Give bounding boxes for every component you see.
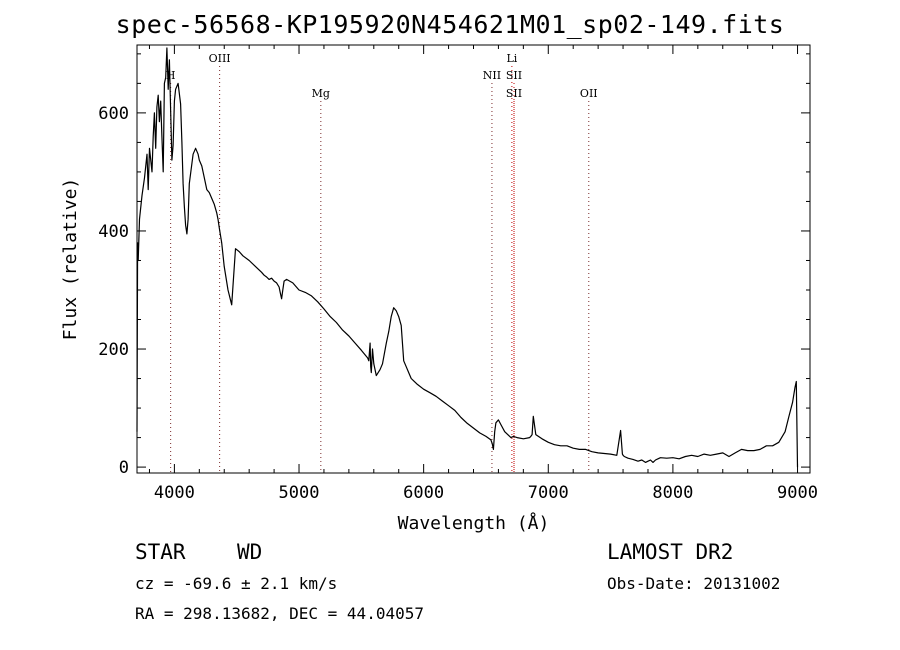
y-tick-label: 600	[98, 104, 129, 124]
observation-date: Obs-Date: 20131002	[607, 574, 781, 593]
x-tick-label: 6000	[403, 483, 444, 503]
y-tick-label: 0	[119, 458, 129, 478]
spectral-line-label: H	[166, 69, 176, 82]
spectral-line-label: OII	[580, 87, 598, 100]
x-tick-label: 9000	[777, 483, 818, 503]
spectral-line-label: Mg	[312, 87, 330, 100]
spectral-line-label: Li	[506, 52, 517, 65]
object-subclass: WD	[237, 540, 263, 564]
y-tick-label: 400	[98, 222, 129, 242]
spectral-line-label: OIII	[209, 52, 231, 65]
survey-name: LAMOST DR2	[607, 540, 734, 564]
y-axis-label: Flux (relative)	[60, 178, 81, 341]
object-class: STAR	[135, 540, 186, 564]
x-tick-label: 4000	[154, 483, 195, 503]
spectral-line-label: SII	[506, 87, 522, 100]
spectral-line-label: SII	[506, 69, 522, 82]
x-axis-label: Wavelength (Å)	[398, 512, 550, 534]
x-tick-label: 7000	[528, 483, 569, 503]
x-tick-label: 8000	[652, 483, 693, 503]
plot-frame	[136, 44, 811, 474]
redshift-text: cz = -69.6 ± 2.1 km/s	[135, 574, 338, 593]
x-tick-label: 5000	[279, 483, 320, 503]
y-tick-label: 200	[98, 340, 129, 360]
spectral-line-label: NII	[483, 69, 501, 82]
spectrum-line	[136, 47, 799, 468]
chart-title: spec-56568-KP195920N454621M01_sp02-149.f…	[115, 10, 785, 39]
coordinates-text: RA = 298.13682, DEC = 44.04057	[135, 604, 424, 623]
